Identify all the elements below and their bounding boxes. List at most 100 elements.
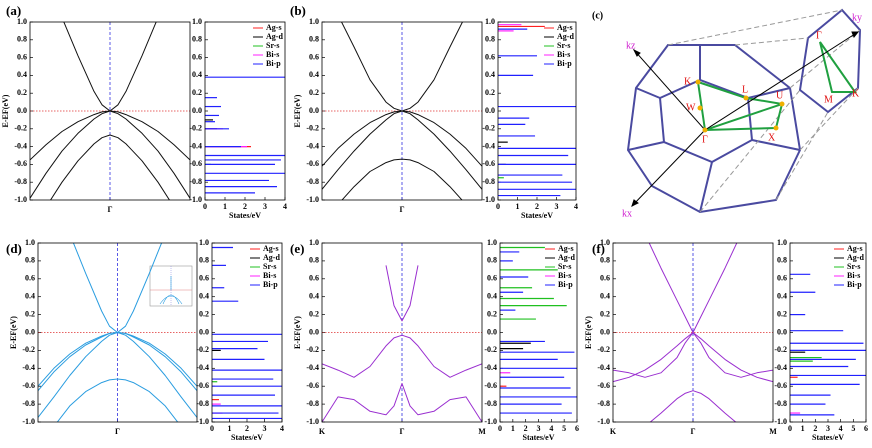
legend-label: Ag-s [557,23,573,32]
y-tick-label: 1.0 [600,238,610,247]
dos-x-tick-label: 4 [574,202,578,211]
y-tick-label: -0.8 [22,399,35,408]
y-axis-label: E-EF(eV) [293,316,302,349]
dos-y-tick-label: -0.8 [189,177,202,186]
dos-x-tick-label: 5 [851,424,855,433]
plot-frame [29,21,191,201]
dos-x-tick-label: 3 [826,424,830,433]
dos-y-tick-label: -0.8 [774,399,787,408]
dos-y-tick-label: -0.6 [774,381,787,390]
bz-label: M [824,94,833,105]
y-axis-label: E-EF(eV) [293,94,302,127]
bz-label: K [684,76,692,87]
dos-y-tick-label: 0.2 [487,309,497,318]
dos-x-tick-label: 0 [496,202,500,211]
dos-x-tick-label: 1 [223,202,227,211]
dos-y-tick-label: -0.6 [482,159,495,168]
legend-label: Sr-s [558,262,571,271]
dos-y-tick-label: -0.4 [484,363,497,372]
dos-y-tick-label: -1.0 [189,195,202,204]
dos-y-tick-label: 0.0 [485,106,495,115]
dos-x-label: States/eV [523,433,555,442]
legend-label: Bi-p [266,59,281,68]
legend-label: Sr-s [263,262,276,271]
dos-y-tick-label: 0.2 [777,309,787,318]
y-tick-label: -0.4 [597,363,610,372]
legend-label: Bi-s [847,271,860,280]
band [38,332,197,418]
bz-label: Γ [816,30,822,41]
legend-label: Sr-s [847,262,860,271]
legend-label: Ag-d [266,32,283,41]
y-axis-label: E-EF(eV) [1,94,10,127]
bands [38,243,197,422]
y-tick-label: -0.6 [14,159,27,168]
dos-y-tick-label: 0.0 [192,106,202,115]
dos-x-tick-label: 4 [549,424,553,433]
x-tick-label: Γ [115,427,120,436]
legend-label: Ag-d [263,253,280,262]
dos-y-tick-label: 0.8 [487,256,497,265]
dos-x-tick-label: 3 [263,202,267,211]
dos-y-tick-label: 0.0 [199,327,209,336]
dos-x-tick-label: 2 [245,424,249,433]
y-tick-label: -0.4 [306,141,319,150]
dos-x-tick-label: 6 [864,424,868,433]
dos-frame [499,242,578,423]
dos-x-tick-label: 2 [524,424,528,433]
x-tick-label: M [478,427,486,436]
dos-y-tick-label: -0.2 [189,124,202,133]
bz-label: ky [852,12,862,23]
legend-label: Bi-p [263,280,278,289]
y-tick-label: 0.6 [17,52,27,61]
band [613,332,773,378]
brillouin-zone: (c) kz ky kx K L U W Γ X Γ M K [592,8,862,219]
y-tick-label: -0.4 [306,363,319,372]
y-tick-label: -1.0 [14,195,27,204]
dos-x-tick-label: 1 [801,424,805,433]
x-tick-label: K [319,427,326,436]
dos-y-tick-label: -1.0 [774,417,787,426]
y-tick-label: 0.8 [17,35,27,44]
zone-edges [626,8,862,214]
y-tick-label: 0.0 [25,327,35,336]
panel-label: (d) [6,241,22,256]
legend-label: Bi-p [847,280,862,289]
y-tick-label: -0.8 [306,399,319,408]
dos-y-tick-label: 1.0 [487,238,497,247]
bz-label: W [686,102,696,113]
x-tick-label: Γ [399,427,404,436]
panel-label: (c) [592,10,603,21]
dos-y-tick-label: 0.6 [199,274,209,283]
dos-y-tick-label: 0.0 [487,327,497,336]
legend-label: Ag-d [558,253,575,262]
legend-label: Bi-s [557,50,570,59]
y-tick-label: 1.0 [17,17,27,26]
dos-y-tick-label: 0.8 [199,256,209,265]
dos-x-tick-label: 2 [813,424,817,433]
dos-y-tick-label: 1.0 [199,238,209,247]
dos-y-tick-label: -0.2 [482,124,495,133]
y-tick-label: -0.2 [306,345,319,354]
dos-frame [497,21,577,201]
projection-lines [667,9,861,213]
y-tick-label: 0.0 [309,106,319,115]
dos-x-label: States/eV [521,211,553,220]
bands [322,22,482,200]
y-tick-label: 0.4 [25,292,35,301]
y-axis-label: E-EF(eV) [9,316,18,349]
y-tick-label: 0.4 [17,70,27,79]
dos-y-tick-label: 1.0 [485,17,495,26]
x-tick-label: Γ [107,205,112,214]
legend-label: Ag-s [558,244,574,253]
dos-x-tick-label: 2 [243,202,247,211]
dos-x-tick-label: 3 [555,202,559,211]
dos-x-tick-label: 3 [537,424,541,433]
legend-label: Sr-s [557,41,570,50]
y-tick-label: -1.0 [306,195,319,204]
points [695,79,785,133]
band [30,110,190,199]
legend-label: Ag-d [557,32,574,41]
y-tick-label: 0.2 [309,88,319,97]
y-tick-label: -0.2 [306,124,319,133]
